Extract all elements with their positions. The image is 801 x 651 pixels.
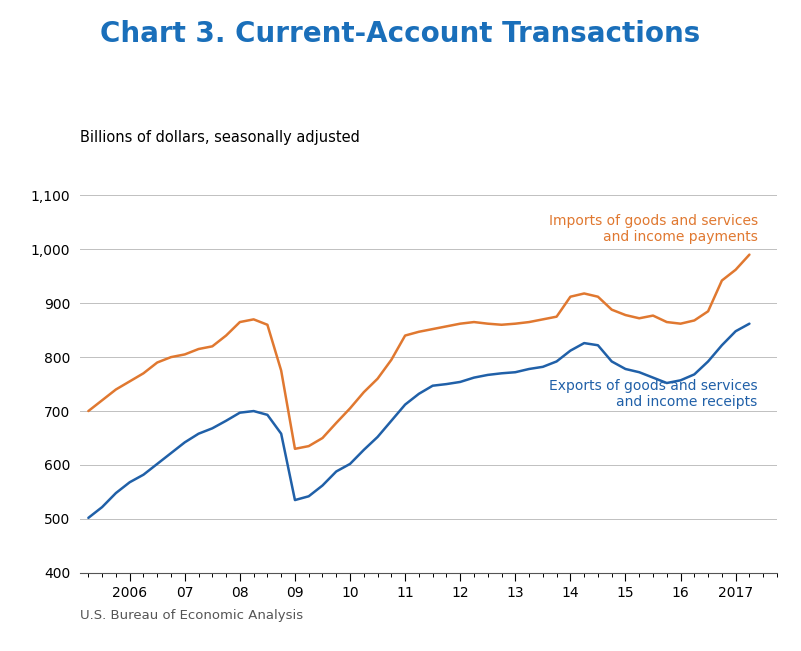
Text: Exports of goods and services
and income receipts: Exports of goods and services and income…: [549, 379, 758, 409]
Text: Imports of goods and services
and income payments: Imports of goods and services and income…: [549, 214, 758, 244]
Text: U.S. Bureau of Economic Analysis: U.S. Bureau of Economic Analysis: [80, 609, 304, 622]
Text: Billions of dollars, seasonally adjusted: Billions of dollars, seasonally adjusted: [80, 130, 360, 145]
Text: Chart 3. Current-Account Transactions: Chart 3. Current-Account Transactions: [100, 20, 701, 48]
